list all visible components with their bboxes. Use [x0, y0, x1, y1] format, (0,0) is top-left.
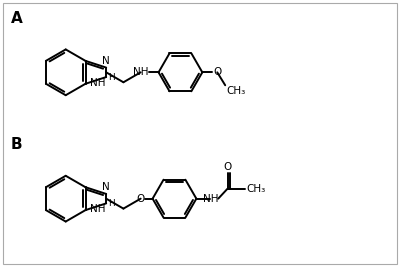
- Text: O: O: [136, 194, 145, 204]
- Text: H: H: [108, 73, 115, 82]
- Text: B: B: [11, 137, 23, 152]
- Text: N: N: [102, 56, 110, 66]
- Text: NH: NH: [133, 67, 148, 77]
- Text: NH: NH: [202, 194, 218, 204]
- Text: H: H: [108, 199, 115, 209]
- Text: NH: NH: [90, 204, 105, 214]
- Text: CH₃: CH₃: [246, 184, 266, 194]
- Text: N: N: [102, 182, 110, 193]
- Text: O: O: [223, 162, 232, 172]
- Text: CH₃: CH₃: [226, 86, 246, 96]
- Text: A: A: [11, 11, 23, 26]
- Text: NH: NH: [90, 78, 105, 88]
- Text: O: O: [213, 67, 222, 77]
